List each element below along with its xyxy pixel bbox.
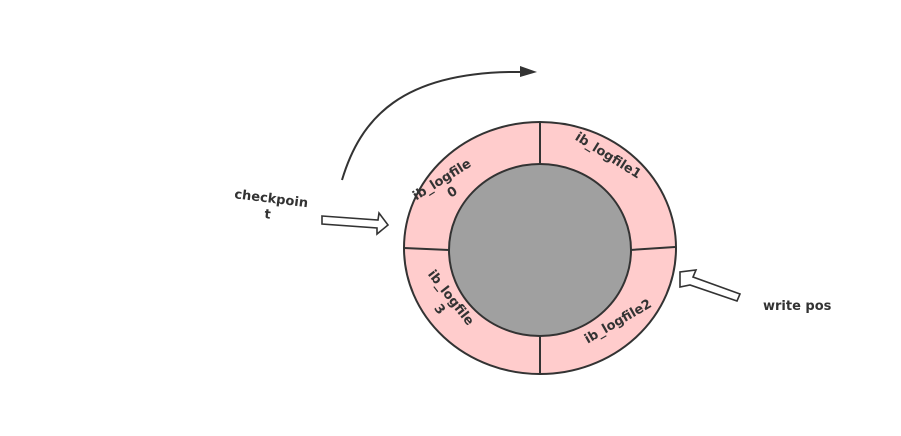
write-pos-arrow-icon <box>679 269 742 302</box>
checkpoint-label: checkpoin t <box>232 187 314 227</box>
rotation-direction-curve <box>341 70 525 181</box>
divider-left <box>403 247 450 251</box>
divider-right <box>629 246 676 251</box>
log-ring-hub <box>448 163 632 337</box>
write-pos-label: write pos <box>763 299 832 314</box>
rotation-arrowhead-icon <box>520 66 537 77</box>
checkpoint-arrow-icon <box>321 210 390 236</box>
